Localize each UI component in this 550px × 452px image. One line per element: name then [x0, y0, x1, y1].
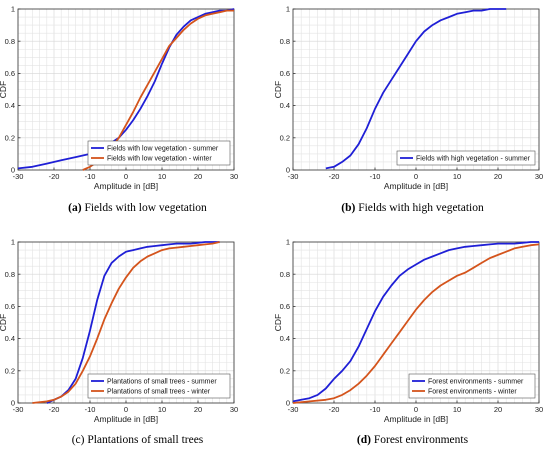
- x-tick-label: 10: [453, 172, 461, 181]
- y-tick-label: 0.2: [5, 133, 15, 142]
- series-line-0: [325, 8, 507, 170]
- y-tick-label: 0.4: [280, 101, 290, 110]
- x-tick-label: -30: [288, 405, 299, 414]
- y-tick-label: 0: [11, 399, 15, 408]
- x-tick-label: 20: [494, 405, 502, 414]
- x-tick-label: 10: [158, 172, 166, 181]
- y-axis-label: CDF: [0, 314, 8, 331]
- x-tick-label: -10: [370, 172, 381, 181]
- x-tick-label: -10: [85, 405, 96, 414]
- legend-label-0: Fields with high vegetation - summer: [416, 156, 531, 163]
- series-line-0: [17, 8, 235, 170]
- legend-box: [408, 373, 536, 399]
- y-tick-label: 0.2: [280, 366, 290, 375]
- y-tick-label: 0.8: [280, 37, 290, 46]
- caption-c-text: Plantations of small trees: [87, 434, 204, 446]
- legend-label-0: Plantations of small trees - summer: [107, 379, 217, 386]
- series-line-0: [46, 241, 220, 404]
- y-axis-label: CDF: [0, 81, 8, 98]
- caption-a-text: Fields with low vegetation: [84, 202, 207, 214]
- x-tick-label: 30: [535, 172, 543, 181]
- x-tick-label: -20: [49, 172, 60, 181]
- y-tick-label: 0.4: [5, 101, 15, 110]
- y-tick-label: 1: [11, 238, 15, 247]
- x-tick-label: -30: [13, 172, 24, 181]
- y-tick-label: 0.4: [5, 334, 15, 343]
- series-line-0: [292, 241, 539, 403]
- legend-box: [396, 150, 536, 166]
- x-tick-label: -10: [370, 405, 381, 414]
- x-tick-label: 30: [230, 405, 238, 414]
- caption-d: (d) Forest environments: [275, 434, 550, 446]
- legend-label-0: Fields with low vegetation - summer: [107, 146, 219, 153]
- x-axis-label: Amplitude in [dB]: [94, 181, 158, 191]
- x-tick-label: -20: [329, 405, 340, 414]
- y-tick-label: 1: [286, 238, 290, 247]
- x-tick-label: 30: [230, 172, 238, 181]
- y-tick-label: 0.4: [280, 334, 290, 343]
- x-tick-label: -20: [49, 405, 60, 414]
- y-tick-label: 0.2: [280, 133, 290, 142]
- chart-2: -30 -20 -10 0 10 20 30 0 0.2 0.4 0.6 0.8 1 Amplitude …: [0, 238, 238, 424]
- caption-a-tag: (a): [68, 202, 82, 214]
- legend-label-1: Forest environments - winter: [428, 389, 517, 396]
- y-tick-label: 0.2: [5, 366, 15, 375]
- y-axis-label: CDF: [273, 314, 283, 331]
- caption-c-tag: (c): [71, 434, 85, 446]
- x-tick-label: -30: [13, 405, 24, 414]
- legend-box: [87, 140, 231, 166]
- chart-1: -30 -20 -10 0 10 20 30 0 0.2 0.4 0.6 0.8 1 Amplitude …: [273, 5, 543, 191]
- x-tick-label: 10: [158, 405, 166, 414]
- x-axis-label: Amplitude in [dB]: [384, 181, 448, 191]
- caption-b-tag: (b): [341, 202, 356, 214]
- caption-b-text: Fields with high vegetation: [358, 202, 484, 214]
- x-tick-label: 20: [194, 405, 202, 414]
- x-axis-label: Amplitude in [dB]: [384, 414, 448, 424]
- y-tick-label: 0.6: [280, 302, 290, 311]
- legend-label-1: Fields with low vegetation - winter: [107, 156, 212, 163]
- caption-c: (c) Plantations of small trees: [0, 434, 275, 446]
- legend-label-1: Plantations of small trees - winter: [107, 389, 211, 396]
- x-axis-label: Amplitude in [dB]: [94, 414, 158, 424]
- x-tick-label: 20: [494, 172, 502, 181]
- caption-d-text: Forest environments: [373, 434, 469, 446]
- x-tick-label: 0: [414, 172, 418, 181]
- y-tick-label: 0: [286, 166, 290, 175]
- y-axis-label: CDF: [273, 81, 283, 98]
- y-tick-label: 0.6: [5, 302, 15, 311]
- caption-d-tag: (d): [356, 434, 371, 446]
- chart-0: -30 -20 -10 0 10 20 30 0 0.2 0.4 0.6 0.8 1 Amplitude …: [0, 5, 238, 191]
- y-tick-label: 1: [286, 5, 290, 14]
- x-tick-label: 0: [414, 405, 418, 414]
- y-tick-label: 0.6: [5, 69, 15, 78]
- chart-3: -30 -20 -10 0 10 20 30 0 0.2 0.4 0.6 0.8 1 Amplitude …: [273, 238, 543, 424]
- y-tick-label: 1: [11, 5, 15, 14]
- x-tick-label: 0: [124, 172, 128, 181]
- x-tick-label: 30: [535, 405, 543, 414]
- x-tick-label: -20: [329, 172, 340, 181]
- x-tick-label: -30: [288, 172, 299, 181]
- x-tick-label: 20: [194, 172, 202, 181]
- x-tick-label: 10: [453, 405, 461, 414]
- y-tick-label: 0.6: [280, 69, 290, 78]
- x-tick-label: -10: [85, 172, 96, 181]
- series-line-1: [32, 241, 220, 404]
- caption-b: (b) Fields with high vegetation: [275, 202, 550, 214]
- legend-box: [87, 373, 231, 399]
- series-line-1: [292, 243, 540, 404]
- caption-a: (a) Fields with low vegetation: [0, 202, 275, 214]
- legend-label-0: Forest environments - summer: [428, 379, 524, 386]
- y-tick-label: 0: [11, 166, 15, 175]
- y-tick-label: 0: [286, 399, 290, 408]
- y-tick-label: 0.8: [5, 37, 15, 46]
- y-tick-label: 0.8: [5, 270, 15, 279]
- x-tick-label: 0: [124, 405, 128, 414]
- y-tick-label: 0.8: [280, 270, 290, 279]
